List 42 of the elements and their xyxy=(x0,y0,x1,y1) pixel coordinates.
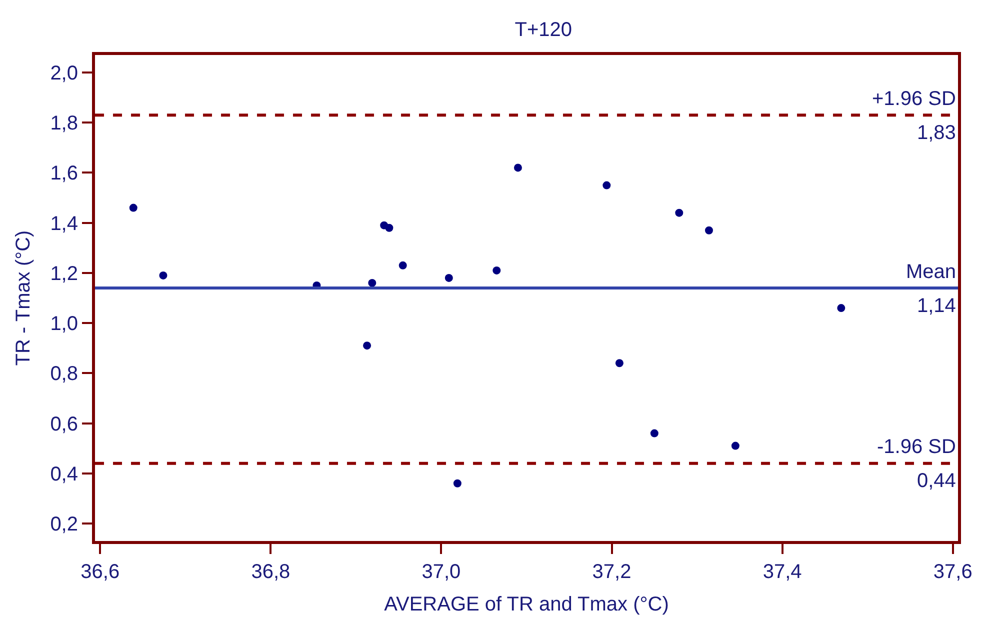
ref-line-label: -1.96 SD xyxy=(877,436,956,458)
x-axis-title: AVERAGE of TR and Tmax (°C) xyxy=(384,594,669,616)
y-tick-label: 1,8 xyxy=(50,112,78,135)
y-tick-label: 1,2 xyxy=(50,262,78,285)
point xyxy=(398,261,407,270)
x-tick-label: 36,6 xyxy=(80,561,120,583)
point xyxy=(731,442,740,450)
y-tick-label: 0,4 xyxy=(50,463,78,486)
point xyxy=(363,342,372,350)
y-tick-label: 1,4 xyxy=(50,212,78,235)
x-tick-label: 37,0 xyxy=(422,561,461,583)
y-axis-title: TR - Tmax (°C) xyxy=(12,230,35,366)
ref-line-label: Mean xyxy=(906,261,956,283)
point xyxy=(368,278,376,287)
point xyxy=(837,304,846,312)
point xyxy=(602,181,611,190)
point xyxy=(385,224,394,232)
annotation: 1,83 xyxy=(917,122,956,144)
y-tick-label: 0,6 xyxy=(50,413,78,436)
x-tick-label: 37,4 xyxy=(762,561,802,583)
x-tick-label: 36,8 xyxy=(251,561,290,583)
y-tick-label: 1,6 xyxy=(50,162,78,185)
point xyxy=(444,274,453,282)
point xyxy=(514,164,522,172)
annotation: 1,14 xyxy=(917,295,956,317)
x-tick-label: 37,6 xyxy=(933,561,972,583)
x-tick-label: 37,2 xyxy=(592,561,632,583)
y-tick-label: 1,0 xyxy=(50,313,78,336)
point xyxy=(650,429,658,438)
y-tick-label: 2,0 xyxy=(50,62,78,85)
point xyxy=(675,208,684,217)
point xyxy=(492,266,501,274)
point xyxy=(159,271,168,280)
point xyxy=(129,204,138,212)
point xyxy=(615,359,624,368)
y-tick-label: 0,2 xyxy=(50,513,78,536)
chart-title: T+120 xyxy=(514,19,572,42)
point xyxy=(453,479,462,488)
ref-line-label: +1.96 SD xyxy=(872,88,956,110)
y-tick-label: 0,8 xyxy=(50,363,78,386)
point xyxy=(704,226,713,234)
annotation: 0,44 xyxy=(917,470,956,492)
